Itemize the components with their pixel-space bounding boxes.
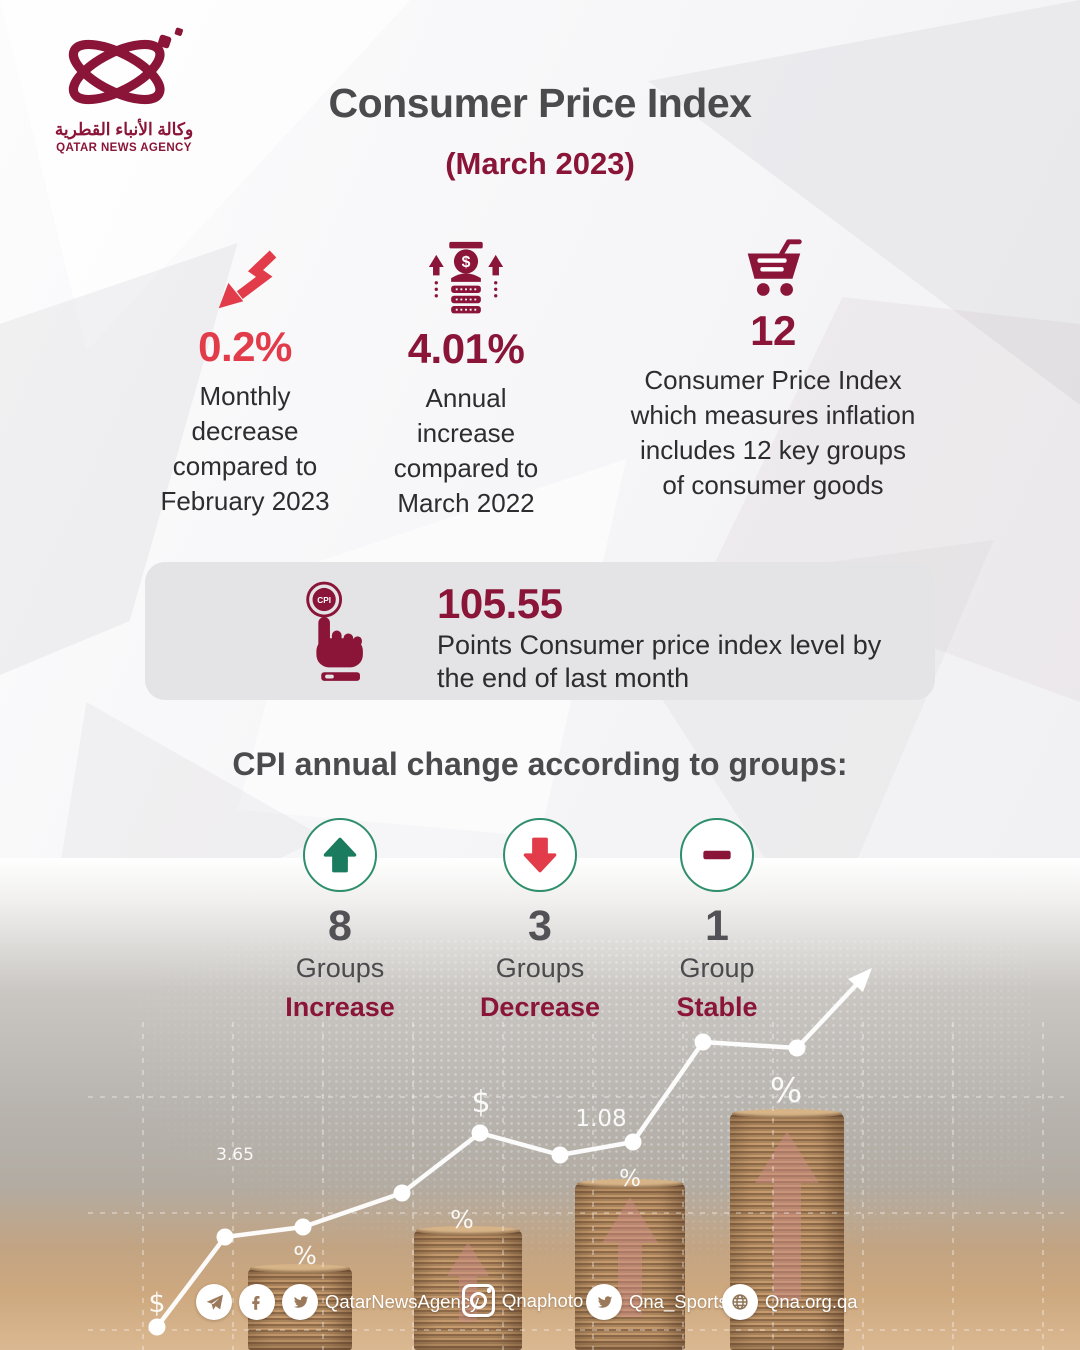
social-qna-main[interactable]: QatarNewsAgency [196,1284,479,1320]
group-unit: Group [679,953,755,983]
cpi-click-hand-icon: CPI [306,581,363,681]
cpi-level-box [145,562,935,700]
stat-annual-increase: $ 4.01% Annual increase compared to Marc… [346,240,586,521]
page-subtitle: (March 2023) [445,146,635,181]
stat-line: March 2022 [397,488,535,518]
group-unit: Groups [295,953,385,983]
stat-line: Monthly [199,381,291,411]
money-growth-icon: $ [428,241,504,314]
stat-monthly-decrease: 0.2% Monthly decrease compared to Februa… [125,246,365,519]
minus-icon [703,850,731,860]
group-status: Stable [676,992,758,1022]
twitter-icon[interactable] [586,1284,622,1320]
shopping-cart-icon [747,239,802,296]
social-website[interactable]: Qna.org.qa [722,1284,858,1320]
qna-logo: وكالة الأنباء القطرية QATAR NEWS AGENCY [44,26,204,154]
telegram-icon[interactable] [196,1284,232,1320]
group-count: 8 [328,902,352,950]
cpi-level-caption: the end of last month [437,663,690,693]
social-handle[interactable]: Qna.org.qa [765,1291,858,1312]
stat-line: compared to [393,453,539,483]
stat-line: increase [416,418,516,448]
stable-circle [680,818,754,892]
social-handle[interactable]: Qna_Sports [629,1291,728,1312]
up-arrow-icon [323,837,357,873]
brand-english-name: QATAR NEWS AGENCY [56,142,192,154]
stat-value: 4.01% [407,325,525,372]
up-arrow-watermark-icon [755,1131,819,1301]
social-qna-sports[interactable]: Qna_Sports [586,1284,728,1320]
cpi-icon-label: CPI [317,596,331,605]
group-count: 1 [705,902,729,950]
group-stable: 1 Group Stable [607,818,827,1023]
group-status: Increase [285,992,395,1022]
stat-line: Annual [425,383,507,413]
svg-text:$: $ [462,254,471,271]
decrease-circle [503,818,577,892]
down-arrow-icon [523,837,557,873]
group-status: Decrease [479,992,601,1022]
stat-line: Consumer Price Index [644,365,902,395]
qna-atom-icon [68,27,183,105]
stat-line: of consumer goods [662,470,884,500]
stat-cpi-groups: 12 Consumer Price Index which measures i… [598,238,948,503]
decline-arrow-icon [218,250,277,309]
stat-line: compared to [172,451,318,481]
globe-icon[interactable] [722,1284,758,1320]
group-unit: Groups [495,953,585,983]
stat-line: includes 12 key groups [640,435,906,465]
coin-stack-3 [575,1179,685,1350]
twitter-icon[interactable] [282,1284,318,1320]
cpi-level-value: 105.55 [437,580,563,627]
groups-section-heading: CPI annual change according to groups: [232,746,848,782]
cpi-level-caption: Points Consumer price index level by [437,630,882,660]
stat-value: 0.2% [198,323,292,370]
group-decrease: 3 Groups Decrease [430,818,650,1023]
stat-line: decrease [191,416,299,446]
group-increase: 8 Groups Increase [230,818,450,1023]
increase-circle [303,818,377,892]
social-qnaphoto[interactable]: Qnaphoto [462,1284,583,1317]
social-handle[interactable]: QatarNewsAgency [325,1291,480,1312]
instagram-icon[interactable] [462,1284,495,1317]
group-count: 3 [528,902,552,950]
brand-arabic-name: وكالة الأنباء القطرية [54,120,194,139]
stat-value: 12 [750,307,796,354]
social-handle[interactable]: Qnaphoto [502,1289,584,1311]
facebook-icon[interactable] [239,1284,275,1320]
stat-line: which measures inflation [630,400,916,430]
page-title: Consumer Price Index [328,80,752,126]
stat-line: February 2023 [160,486,330,516]
